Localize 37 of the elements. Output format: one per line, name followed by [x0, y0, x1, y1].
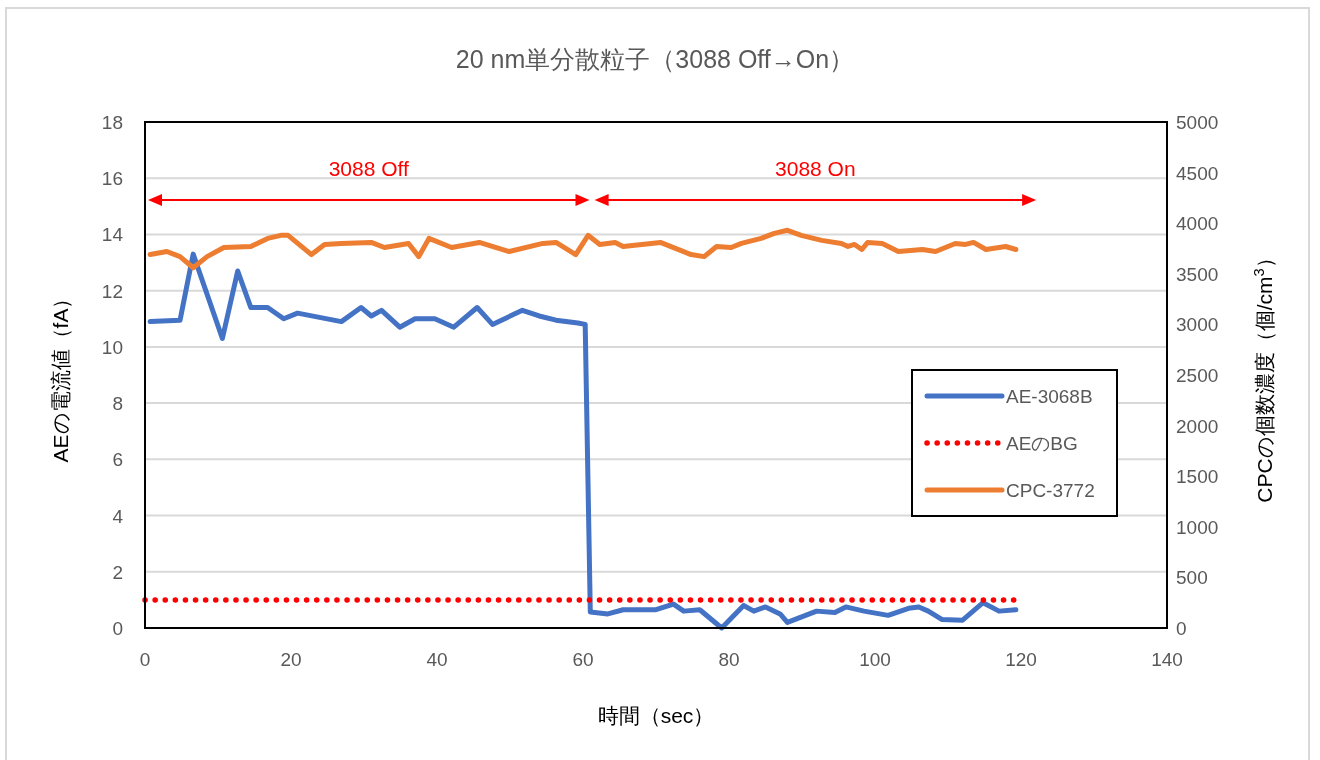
annotation: 3088 On — [775, 157, 856, 180]
y2-tick-label: 1000 — [1176, 516, 1219, 538]
y2-tick-label: 0 — [1176, 618, 1187, 639]
x-tick-label: 0 — [139, 649, 151, 670]
legend-label: AEのBG — [1006, 433, 1078, 454]
x-tick-label: 140 — [1151, 649, 1183, 670]
legend-label: AE-3068B — [1006, 386, 1093, 407]
y2-tick-label: 3500 — [1176, 263, 1219, 285]
x-tick-label: 40 — [426, 649, 448, 670]
y2-tick-label: 5000 — [1176, 112, 1219, 133]
x-tick-label: 80 — [718, 649, 740, 670]
y-tick-label: 14 — [101, 224, 124, 246]
y-tick-label: 4 — [112, 505, 124, 527]
y2-tick-label: 4500 — [1176, 162, 1219, 184]
y2-tick-label: 2500 — [1176, 365, 1219, 386]
y-axis-title: AEの電流値（fA） — [49, 287, 72, 463]
x-tick-label: 60 — [572, 649, 594, 670]
y-tick-label: 8 — [112, 393, 123, 415]
y2-tick-label: 1500 — [1176, 466, 1219, 488]
y-tick-label: 6 — [112, 449, 123, 471]
y-tick-label: 0 — [112, 618, 123, 639]
chart-title: 20 nm単分散粒子（3088 Off→On） — [455, 45, 855, 73]
x-tick-label: 20 — [280, 649, 302, 670]
y-tick-label: 12 — [101, 280, 123, 302]
x-tick-label: 120 — [1005, 649, 1037, 670]
y2-tick-label: 2000 — [1176, 415, 1219, 437]
y-tick-label: 10 — [101, 336, 123, 358]
y-tick-label: 2 — [112, 561, 123, 583]
legend-label: CPC-3772 — [1006, 480, 1095, 501]
y-tick-label: 18 — [101, 112, 123, 133]
annotation: 3088 Off — [328, 157, 409, 180]
x-tick-label: 100 — [859, 649, 891, 670]
y-tick-label: 16 — [101, 168, 123, 190]
y2-tick-label: 4000 — [1176, 213, 1219, 235]
y2-tick-label: 500 — [1176, 567, 1208, 589]
x-axis-title: 時間（sec） — [597, 704, 715, 727]
y2-tick-label: 3000 — [1176, 314, 1219, 336]
